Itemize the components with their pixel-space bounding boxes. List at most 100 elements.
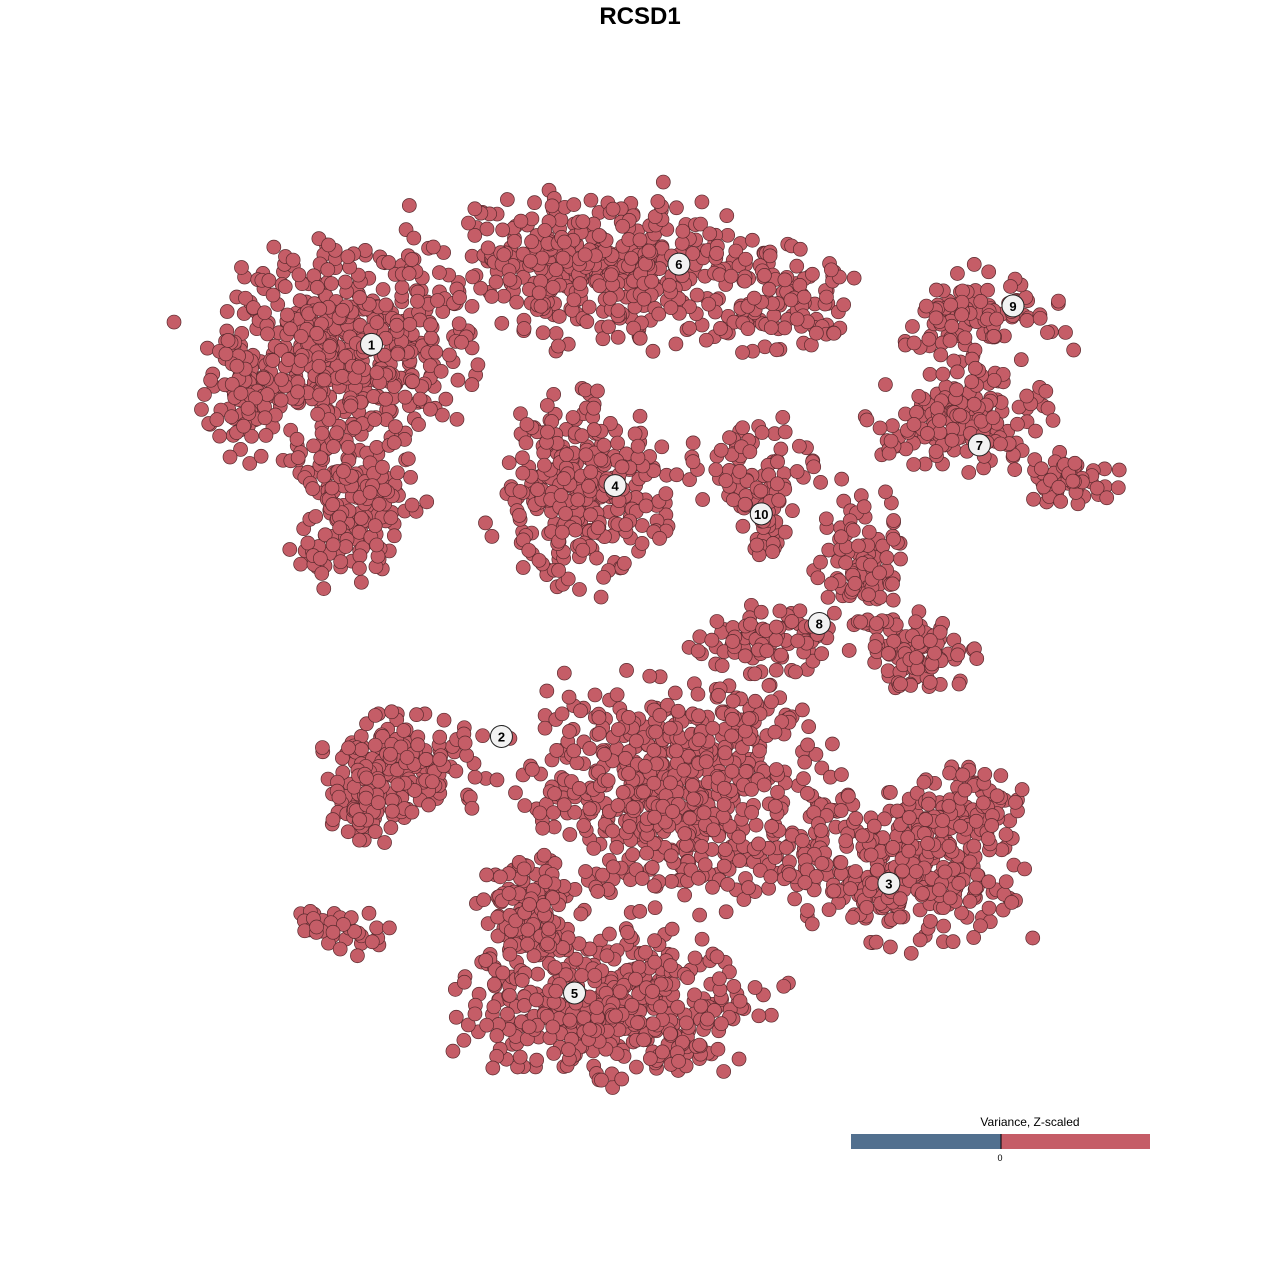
cell-point-cluster-6 [650,194,666,209]
cell-point-cluster-3 [605,859,621,875]
cell-point-cluster-8 [881,646,896,661]
cell-point-cluster-6 [410,293,425,309]
cell-point-cluster-6 [605,201,621,217]
cell-point-cluster-3 [804,916,820,932]
cell-point-cluster-4 [617,555,632,571]
cell-point-cluster-3 [993,768,1009,783]
cell-point-cluster-6 [632,232,648,248]
cell-point-cluster-3 [677,826,693,841]
cell-point-cluster-2 [358,790,374,806]
cell-point-cluster-7 [993,436,1008,452]
cell-point-cluster-10 [685,454,701,469]
cell-point-cluster-3 [797,754,813,770]
cell-point-cluster-6 [682,320,697,336]
cell-point-cluster-1 [212,428,227,444]
cell-point-cluster-7 [1038,383,1054,399]
cell-point-cluster-1 [325,497,341,512]
cell-point-cluster-4 [627,426,643,442]
cell-point-cluster-1 [283,321,298,337]
cell-point-cluster-2 [383,746,398,762]
cell-point-cluster-1 [265,287,281,303]
cell-point-cluster-7 [928,444,944,459]
cell-point-cluster-7 [932,413,947,428]
cell-point-cluster-2 [315,740,330,755]
cell-point-cluster-8 [893,551,908,567]
cell-point-cluster-1 [383,510,399,526]
cell-point-cluster-1 [450,372,466,388]
cell-point-cluster-7 [949,364,965,380]
cell-point-cluster-9 [921,331,937,347]
cell-point-cluster-1 [338,274,353,290]
cell-point-cluster-8 [951,676,967,692]
cell-point-cluster-3 [591,726,607,741]
cell-point-cluster-3 [901,810,917,825]
cell-point-cluster-5 [587,968,603,983]
cell-point-cluster-5 [594,1072,609,1088]
cell-point-cluster-2 [377,835,392,850]
cell-point-cluster-7 [935,366,951,382]
cell-point-cluster-5 [628,971,643,987]
cell-point-cluster-8 [838,555,854,571]
cell-point-cluster-6 [544,198,560,214]
cell-point-cluster-3 [556,665,572,681]
cell-point-cluster-3 [586,841,602,856]
cell-point-cluster-1 [412,391,428,407]
cell-point-cluster-2 [464,800,480,816]
cell-point-cluster-1 [200,340,215,356]
cell-point-cluster-3 [539,683,555,699]
cell-point-cluster-3 [647,878,662,894]
cell-point-cluster-8 [772,603,788,619]
cell-point-cluster-1 [404,497,420,513]
cell-point-cluster-2 [418,752,434,767]
cell-point-cluster-3 [984,818,1000,833]
cell-point-cluster-1 [411,417,426,432]
cell-point-cluster-3 [652,707,668,723]
cell-point-cluster-3 [629,733,644,749]
cell-point-cluster-5 [776,978,792,994]
cell-point-cluster-5 [512,1049,528,1065]
cell-point-cluster-3 [508,785,523,801]
cell-point-cluster-7 [881,445,897,461]
cell-point-cluster-3 [591,710,607,725]
cell-point-cluster-4 [501,455,517,471]
cell-point-cluster-8 [927,645,942,661]
cell-point-cluster-8 [908,650,924,665]
cell-point-cluster-4 [515,450,530,466]
cell-point-cluster-4 [519,417,535,432]
cell-point-cluster-4 [530,482,545,497]
cell-point-cluster-6 [401,198,417,213]
cell-point-cluster-6 [464,298,480,314]
cell-point-cluster-9 [942,333,958,348]
cell-point-cluster-3 [549,743,565,758]
cell-point-cluster-8 [851,538,866,554]
cell-point-cluster-3 [833,855,849,870]
cell-point-cluster-3 [647,809,662,825]
cell-point-cluster-3 [556,797,572,813]
cell-point-cluster-5 [713,1016,729,1031]
cell-point-cluster-1 [369,365,385,381]
cell-point-cluster-1 [280,307,295,323]
cell-point-cluster-3 [866,818,882,834]
cell-point-cluster-4 [556,471,572,487]
cell-point-cluster-3 [941,838,957,854]
cell-point-cluster-8 [753,604,769,620]
cell-point-cluster-2 [352,812,367,827]
points [166,174,1127,1095]
cell-point-cluster-9 [1040,325,1055,340]
cell-point-cluster-1 [256,370,271,386]
cell-point-cluster-1 [285,252,301,268]
cell-point-cluster-1 [310,280,325,295]
cell-point-cluster-3 [989,788,1005,804]
cell-point-cluster-2 [370,795,386,810]
cell-point-cluster-3 [918,812,934,827]
cluster-label-text: 8 [816,616,823,631]
cell-point-cluster-5 [614,1071,630,1087]
cell-point-cluster-3 [912,932,928,948]
cell-point-cluster-6 [745,232,760,248]
cell-point-cluster-3 [665,804,680,819]
cell-point-cluster-6 [762,248,778,264]
cell-point-cluster-5 [486,999,502,1015]
cell-point-cluster-1 [253,448,269,464]
cell-point-cluster-3 [1025,930,1041,946]
cell-point-cluster-5 [671,1054,686,1069]
